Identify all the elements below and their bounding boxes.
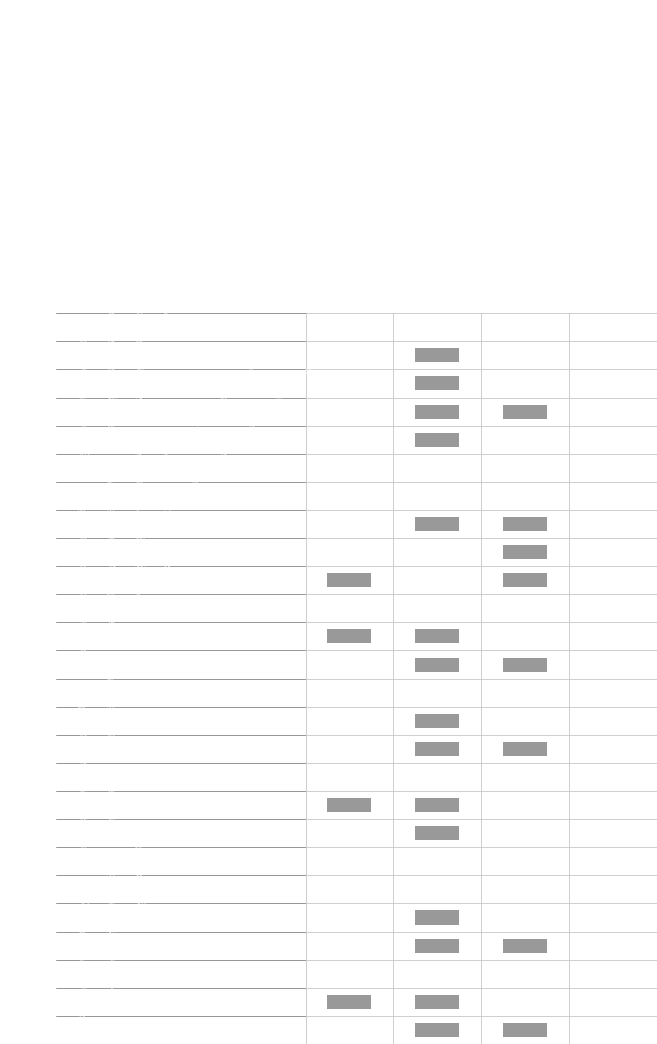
FancyBboxPatch shape: [415, 658, 459, 671]
FancyBboxPatch shape: [415, 377, 459, 390]
FancyBboxPatch shape: [327, 995, 371, 1009]
Text: 4.2   Seeds and tools distribution: 4.2 Seeds and tools distribution: [60, 860, 156, 955]
Text: 4.  Food Security and Agricultural Rehabilitation: 4. Food Security and Agricultural Rehabi…: [61, 885, 306, 894]
Text: 4.3   Livestock/veterinary projects: 4.3 Livestock/veterinary projects: [60, 885, 158, 983]
Text: 1.1   Transport assistance for return: 1.1 Transport assistance for return: [60, 261, 164, 365]
FancyBboxPatch shape: [503, 573, 547, 587]
FancyBboxPatch shape: [503, 1023, 547, 1037]
Text: 2.3   Small arms control/buy-backs: 2.3 Small arms control/buy-backs: [60, 491, 160, 590]
FancyBboxPatch shape: [503, 939, 547, 952]
FancyBboxPatch shape: [415, 939, 459, 952]
FancyBboxPatch shape: [327, 798, 371, 812]
FancyBboxPatch shape: [503, 658, 547, 671]
Text: Post-settlement: Post-settlement: [521, 138, 530, 217]
Text: 3.3   Power generation: 3.3 Power generation: [60, 719, 127, 787]
Text: 3.5   Solid waste disposal: 3.5 Solid waste disposal: [60, 768, 135, 844]
Text: 2.2   Demobilization; reintegration and alternate employment projects: 2.2 Demobilization; reintegration and al…: [60, 365, 256, 562]
FancyBboxPatch shape: [415, 517, 459, 531]
FancyBboxPatch shape: [415, 630, 459, 643]
Text: 3.1   Water and sanitation: 3.1 Water and sanitation: [60, 655, 136, 731]
Text: 3.2   Transportation: 3.2 Transportation: [60, 698, 120, 759]
Text: 4.1   Targeted food distribution: 4.1 Targeted food distribution: [60, 837, 150, 927]
Text: 2.6   Conflict prevention and resolution training: 2.6 Conflict prevention and resolution t…: [60, 539, 196, 674]
FancyBboxPatch shape: [503, 517, 547, 531]
Text: 2.4   Restructuring/retraining security forces (police, armed forces, paramilita: 2.4 Restructuring/retraining security fo…: [60, 358, 320, 618]
Text: Post-crisis
(no settlement): Post-crisis (no settlement): [428, 139, 447, 216]
Text: 1.  Repatriation and Resettlement: 1. Repatriation and Resettlement: [61, 323, 232, 332]
FancyBboxPatch shape: [415, 714, 459, 728]
Text: Crisis: Crisis: [345, 163, 354, 192]
FancyBboxPatch shape: [503, 742, 547, 756]
FancyBboxPatch shape: [415, 349, 459, 362]
Text: 1.3   Community reconciliation and psychosocial counseling: 1.3 Community reconciliation and psychos…: [60, 254, 228, 422]
Text: Point of Onset of Activities: Point of Onset of Activities: [408, 17, 555, 25]
FancyBboxPatch shape: [415, 826, 459, 840]
FancyBboxPatch shape: [415, 798, 459, 812]
Text: 1.2   Shelter and reconstruction materials: 1.2 Shelter and reconstruction materials: [60, 274, 179, 394]
Text: Figure 1: Matrix of Essential Activities for Recovery From Conflict: Figure 1: Matrix of Essential Activities…: [11, 355, 19, 689]
FancyBboxPatch shape: [415, 432, 459, 447]
FancyBboxPatch shape: [503, 404, 547, 419]
Text: 1.4   Family tracing and reunification: 1.4 Family tracing and reunification: [60, 343, 166, 450]
FancyBboxPatch shape: [415, 742, 459, 756]
FancyBboxPatch shape: [327, 630, 371, 643]
Text: 2.1   Mine clearance and awareness: 2.1 Mine clearance and awareness: [60, 430, 164, 533]
Text: 2.  Public Safety: 2. Public Safety: [61, 492, 143, 500]
Text: 4.4   Land use planning: 4.4 Land use planning: [60, 943, 129, 1012]
Text: Sector/ Activities: Sector/ Activities: [38, 636, 47, 721]
Text: 1.5   Property claims arbitration: 1.5 Property claims arbitration: [60, 385, 153, 478]
FancyBboxPatch shape: [415, 1023, 459, 1037]
Text: 4.5   Land tenure issues: 4.5 Land tenure issues: [60, 969, 131, 1040]
FancyBboxPatch shape: [503, 545, 547, 560]
FancyBboxPatch shape: [415, 995, 459, 1009]
Text: 2.5   Human rights monitoring: 2.5 Human rights monitoring: [60, 559, 148, 646]
Text: Longer Term
Reconstruction: Longer Term Reconstruction: [603, 139, 623, 216]
Text: 3.6   Telecommunications: 3.6 Telecommunications: [60, 797, 135, 871]
FancyBboxPatch shape: [415, 910, 459, 925]
Text: 3.4   Housing: 3.4 Housing: [60, 773, 102, 815]
Text: 3.  Infrastructure Recovery: 3. Infrastructure Recovery: [61, 688, 198, 697]
FancyBboxPatch shape: [327, 573, 371, 587]
FancyBboxPatch shape: [415, 404, 459, 419]
